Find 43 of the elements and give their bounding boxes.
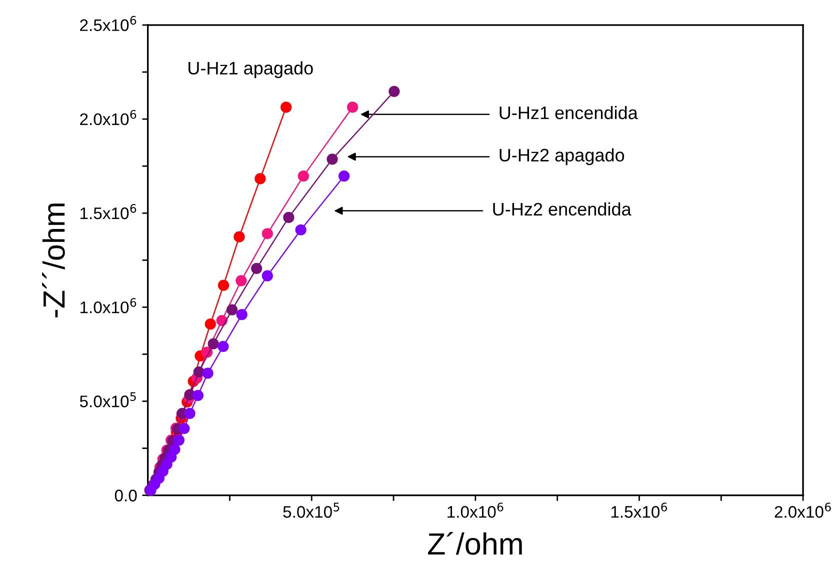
x-tick-label: 2.0x10$^{6}$ <box>774 502 831 518</box>
y-tick-label: 1.5x10$^{6}$ <box>80 204 136 220</box>
point <box>236 308 248 320</box>
y-tick-label: 1.0x10$^{6}$ <box>80 298 136 314</box>
point <box>280 102 292 113</box>
point <box>178 422 190 434</box>
x-axis-title: Z´/ohm <box>428 532 522 555</box>
x-tick-label: 1.5x10$^{6}$ <box>611 502 668 518</box>
text: U-Hz1 encendida <box>500 106 638 120</box>
y-tick-label: 5.0x10$^{5}$ <box>80 392 136 408</box>
point <box>295 224 306 236</box>
point <box>193 366 204 378</box>
point <box>202 368 214 379</box>
point <box>347 102 358 113</box>
point <box>169 444 180 455</box>
point <box>262 270 273 282</box>
text: U-Hz2 apagado <box>500 148 624 166</box>
point <box>204 318 216 330</box>
point <box>218 340 229 352</box>
x-tick-label: 5.0x10$^{5}$ <box>283 502 340 518</box>
point <box>173 434 185 446</box>
point <box>298 170 310 182</box>
point <box>226 304 238 316</box>
series-label: U-Hz1 apagado <box>188 61 313 78</box>
point <box>388 86 400 97</box>
point <box>208 338 219 350</box>
point <box>262 228 273 240</box>
point <box>218 280 230 291</box>
y-tick-label: 2.0x10$^{6}$ <box>80 110 136 126</box>
point <box>251 262 262 274</box>
point <box>326 154 338 165</box>
point <box>184 408 196 420</box>
point <box>192 390 204 401</box>
x-tick-label: 1.0x10$^{6}$ <box>448 502 504 518</box>
y-tick-label: 0.0 <box>114 490 137 502</box>
point <box>338 170 350 182</box>
point <box>283 212 294 224</box>
text: U-Hz2 encendida <box>493 202 632 216</box>
y-tick-label: 2.5x10$^{6}$ <box>80 16 136 32</box>
point <box>254 173 266 184</box>
point <box>236 275 247 286</box>
point <box>234 231 245 242</box>
y-axis-title: -Z´´/ohm <box>42 204 65 318</box>
